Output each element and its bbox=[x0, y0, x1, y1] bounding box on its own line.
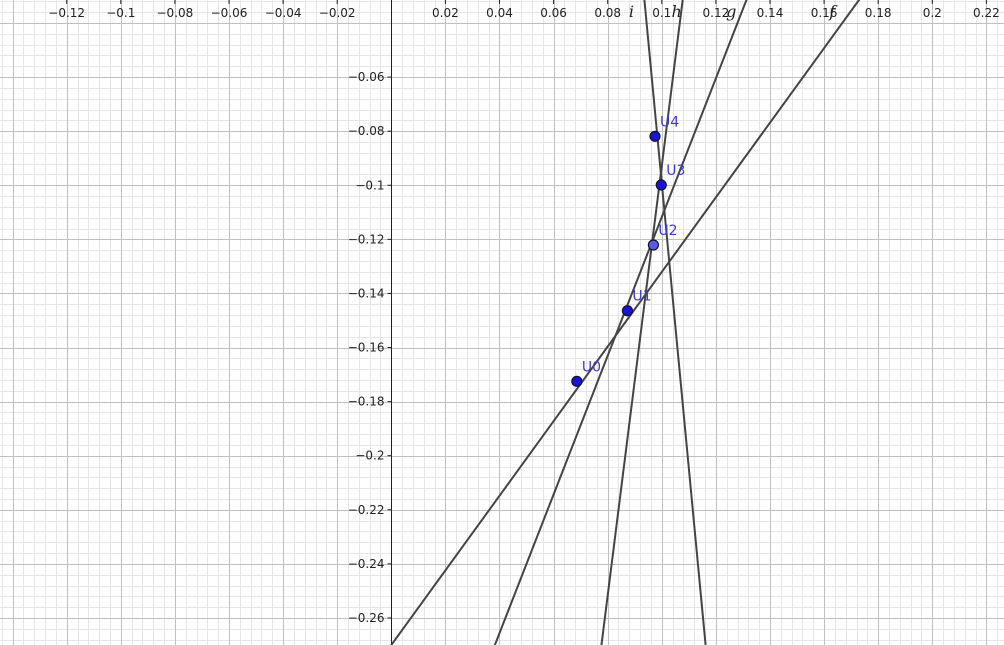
line-labels: f g h i bbox=[629, 2, 838, 21]
points bbox=[571, 130, 667, 387]
line-label-f: f bbox=[828, 2, 838, 21]
y-tick-label: −0.12 bbox=[348, 232, 385, 246]
x-tick-label: 0.2 bbox=[923, 6, 942, 20]
point-label-u3: U3 bbox=[666, 163, 685, 179]
y-tick-label: −0.16 bbox=[348, 341, 385, 355]
x-tick-label: 0.18 bbox=[865, 6, 892, 20]
y-tick-label: −0.2 bbox=[355, 449, 384, 463]
point-label-u0: U0 bbox=[582, 359, 601, 375]
point-label-u4: U4 bbox=[660, 114, 679, 130]
x-tick-label: 0.12 bbox=[703, 6, 730, 20]
line-i[interactable] bbox=[642, 0, 708, 645]
point-u4[interactable] bbox=[649, 130, 661, 142]
point-u2[interactable] bbox=[647, 239, 659, 251]
axes bbox=[66, 0, 987, 645]
x-tick-label: 0.04 bbox=[486, 6, 513, 20]
point-label-u1: U1 bbox=[632, 289, 651, 305]
x-tick-label: −0.08 bbox=[157, 6, 194, 20]
y-tick-label: −0.24 bbox=[348, 557, 385, 571]
x-tick-label: 0.16 bbox=[811, 6, 838, 20]
lines bbox=[372, 0, 879, 645]
x-tick-label: −0.06 bbox=[211, 6, 248, 20]
y-tick-label: −0.06 bbox=[348, 70, 385, 84]
y-tick-label: −0.1 bbox=[355, 178, 384, 192]
x-tick-label: 0.1 bbox=[652, 6, 671, 20]
line-h[interactable] bbox=[598, 0, 686, 645]
x-tick-label: −0.02 bbox=[319, 6, 356, 20]
line-f[interactable] bbox=[372, 0, 879, 645]
line-g[interactable] bbox=[484, 0, 757, 645]
x-tick-label: 0.06 bbox=[540, 6, 567, 20]
x-tick-label: 0.02 bbox=[432, 6, 459, 20]
point-labels: U0 U1 U2 U3 U4 bbox=[582, 114, 686, 375]
y-tick-label: −0.26 bbox=[348, 611, 385, 625]
y-tick-label: −0.18 bbox=[348, 395, 385, 409]
line-label-i: i bbox=[629, 2, 634, 21]
point-u1[interactable] bbox=[621, 305, 634, 317]
line-label-h: h bbox=[671, 2, 681, 21]
x-tick-label: 0.22 bbox=[973, 6, 1000, 20]
y-tick-label: −0.14 bbox=[348, 286, 385, 300]
x-tick-label: −0.1 bbox=[106, 6, 135, 20]
x-axis-tick-labels: −0.12 −0.1 −0.08 −0.06 −0.04 −0.02 0.02 0.04 0.0… bbox=[48, 6, 999, 20]
x-tick-label: −0.04 bbox=[265, 6, 302, 20]
x-tick-label: 0.14 bbox=[757, 6, 784, 20]
line-label-g: g bbox=[726, 2, 736, 21]
point-u0[interactable] bbox=[571, 375, 583, 387]
point-u3[interactable] bbox=[655, 179, 667, 191]
y-tick-label: −0.22 bbox=[348, 503, 385, 517]
x-tick-label: 0.08 bbox=[594, 6, 621, 20]
point-label-u2: U2 bbox=[658, 223, 677, 239]
x-tick-label: −0.12 bbox=[48, 6, 85, 20]
y-tick-label: −0.08 bbox=[348, 124, 385, 138]
y-axis-tick-labels: −0.06 −0.08 −0.1 −0.12 −0.14 −0.16 −0.18 −0.2 −0… bbox=[348, 70, 385, 625]
